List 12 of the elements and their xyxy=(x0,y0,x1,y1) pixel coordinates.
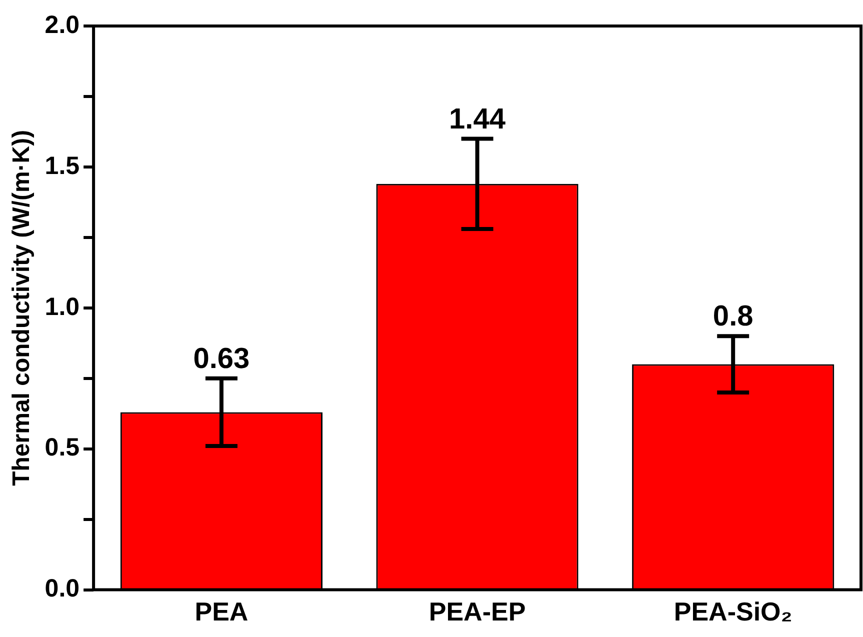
x-tick-label: PEA-SiO₂ xyxy=(674,596,792,627)
x-tick-label: PEA-EP xyxy=(428,596,526,627)
y-axis-title: Thermal conductivity (W/(m·K)) xyxy=(8,130,36,486)
y-tick-label: 0.5 xyxy=(44,434,80,462)
y-tick-label: 0.0 xyxy=(44,574,80,603)
data-label: 0.63 xyxy=(193,342,250,375)
y-tick-label: 1.5 xyxy=(44,152,80,180)
x-tick-label: PEA xyxy=(194,596,248,627)
y-tick-label: 1.0 xyxy=(44,292,80,321)
data-label: 0.8 xyxy=(712,300,754,333)
data-label: 1.44 xyxy=(449,103,506,136)
y-tick-label: 2.0 xyxy=(44,10,80,39)
